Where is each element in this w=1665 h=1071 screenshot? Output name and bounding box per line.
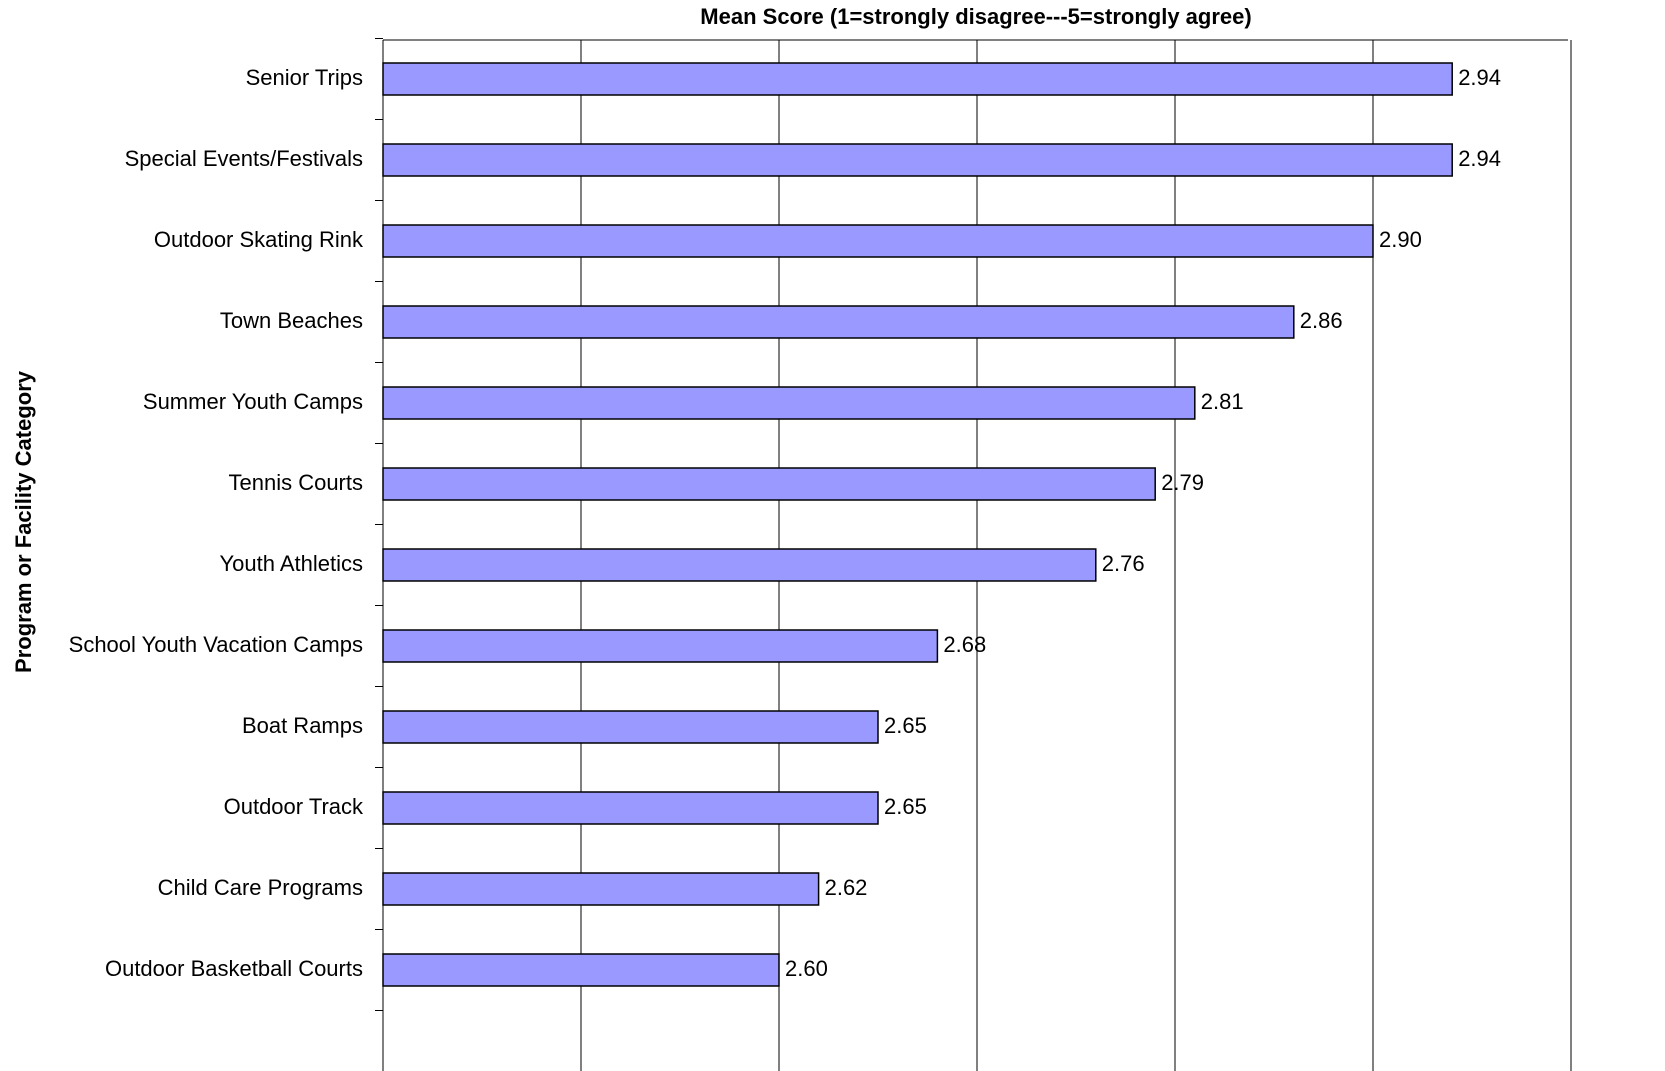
- y-tick-label: Outdoor Track: [224, 794, 364, 819]
- bar: [382, 629, 939, 663]
- y-tick-label: Senior Trips: [246, 65, 363, 90]
- bar: [382, 953, 780, 987]
- y-tick-label: Outdoor Skating Rink: [154, 227, 364, 252]
- bar: [382, 386, 1196, 420]
- bar: [382, 62, 1453, 96]
- value-label: 2.90: [1379, 227, 1422, 252]
- y-tick-label: School Youth Vacation Camps: [69, 632, 363, 657]
- value-label: 2.68: [943, 632, 986, 657]
- y-axis-label: Program or Facility Category: [11, 370, 36, 673]
- y-tick-label: Boat Ramps: [242, 713, 363, 738]
- y-tick-label: Summer Youth Camps: [143, 389, 363, 414]
- value-label: 2.62: [825, 875, 868, 900]
- value-label: 2.60: [785, 956, 828, 981]
- value-label: 2.65: [884, 713, 927, 738]
- value-label: 2.79: [1161, 470, 1204, 495]
- y-tick-label: Outdoor Basketball Courts: [105, 956, 363, 981]
- bar: [382, 143, 1453, 177]
- y-tick-label: Youth Athletics: [219, 551, 363, 576]
- value-label: 2.65: [884, 794, 927, 819]
- value-label: 2.81: [1201, 389, 1244, 414]
- chart-title: Mean Score (1=strongly disagree---5=stro…: [700, 4, 1251, 29]
- bar: [382, 548, 1097, 582]
- value-label: 2.76: [1102, 551, 1145, 576]
- value-label: 2.94: [1458, 146, 1501, 171]
- y-tick-label: Special Events/Festivals: [125, 146, 363, 171]
- y-tick-label: Town Beaches: [220, 308, 363, 333]
- bar: [382, 872, 820, 906]
- y-tick-label: Tennis Courts: [228, 470, 363, 495]
- value-label: 2.94: [1458, 65, 1501, 90]
- y-tick-label: Child Care Programs: [158, 875, 363, 900]
- value-label: 2.86: [1300, 308, 1343, 333]
- bar: [382, 224, 1374, 258]
- bar: [382, 467, 1156, 501]
- bar: [382, 791, 879, 825]
- bar: [382, 710, 879, 744]
- bar: [382, 305, 1295, 339]
